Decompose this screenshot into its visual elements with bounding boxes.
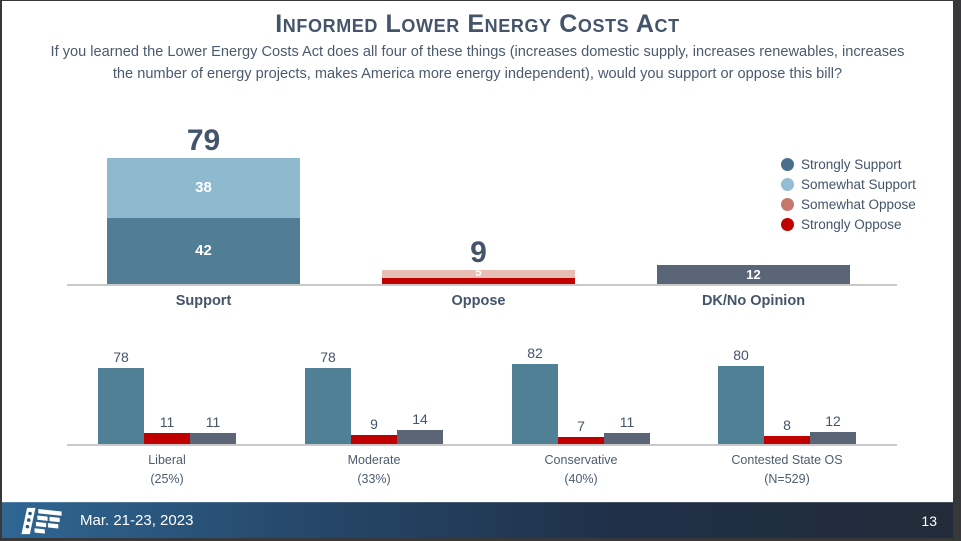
bar [190,433,236,444]
legend-label: Strongly Support [801,157,902,172]
bar [144,433,190,444]
legend-label: Somewhat Support [801,177,916,192]
legend-item: Strongly Support [781,157,916,172]
bar-value-label: 11 [205,414,221,431]
bar-value-label: 11 [159,414,175,431]
legend: Strongly Support Somewhat Support Somewhat… [781,157,916,232]
bar [764,436,810,444]
group-label-share: (N=529) [764,472,810,487]
legend-dot-icon [781,158,794,171]
group-label-name: Moderate [347,453,401,467]
legend-dot-icon [781,198,794,211]
group-label-name: Conservative [544,453,618,467]
bar-total-label: 79 [186,123,221,157]
bar [397,430,443,444]
page-number: 13 [921,512,937,529]
bar [305,368,351,444]
group-label: Conservative (40%) [496,451,666,490]
group-label: Liberal (25%) [82,451,252,490]
bar [718,366,764,444]
group-label-share: (33%) [357,472,391,487]
category-label: Support [175,293,232,309]
bar-value-label: 82 [527,345,543,362]
legend-dot-icon [781,218,794,231]
bar [810,432,856,444]
legend-dot-icon [781,178,794,191]
page-title: Informed Lower Energy Costs Act [275,10,680,38]
bar [604,433,650,444]
flag-logo-icon [21,507,62,534]
stacked-bar: 38 42 79 [107,125,300,284]
bar-value-label: 12 [825,413,841,430]
group-label-share: (40%) [564,472,598,487]
bar-segment: 12 [657,265,850,284]
bar-segment: 38 [107,157,300,218]
category-label: Oppose [451,293,506,309]
bar [351,435,397,444]
bar-segment [382,277,575,284]
bar [558,437,604,444]
legend-item: Strongly Oppose [781,217,916,232]
group-label-name: Liberal [148,453,186,467]
group-label-share: (25%) [150,472,184,487]
bar-segment: 42 [107,217,300,284]
group-label: Moderate (33%) [289,451,459,490]
bar-value-label: 78 [113,349,129,366]
category-label: DK/No Opinion [701,293,806,309]
bar-value-label: 78 [320,349,336,366]
bar [98,368,144,444]
stacked-bar: 12 [657,265,850,284]
legend-label: Somewhat Oppose [801,197,916,212]
bar [512,364,558,444]
footer-bar: Mar. 21-23, 2023 13 [2,502,953,538]
subgroup-chart: 78 11 11 Liberal (25%) 78 9 14 Moderate (33%) 82 7 1… [67,346,897,486]
bar-value-label: 11 [619,414,635,431]
bar-value-label: 8 [783,417,791,434]
bar-total-label: 9 [470,235,487,269]
group-label: Contested State OS (N=529) [702,451,872,490]
legend-item: Somewhat Support [781,177,916,192]
bar-value-label: 80 [733,347,749,364]
bar-value-label: 7 [577,418,585,435]
legend-item: Somewhat Oppose [781,197,916,212]
question-text: If you learned the Lower Energy Costs Ac… [50,44,905,82]
overall-result-chart: 38 42 79 Support 5 9 Oppose 12 DK/No Opinion [67,125,897,309]
legend-label: Strongly Oppose [801,217,902,232]
footer-date: Mar. 21-23, 2023 [80,512,194,529]
bar-segment: 5 [382,267,575,279]
bar-value-label: 9 [370,416,378,433]
group-label-name: Contested State OS [731,453,843,467]
bar-value-label: 14 [412,411,428,428]
